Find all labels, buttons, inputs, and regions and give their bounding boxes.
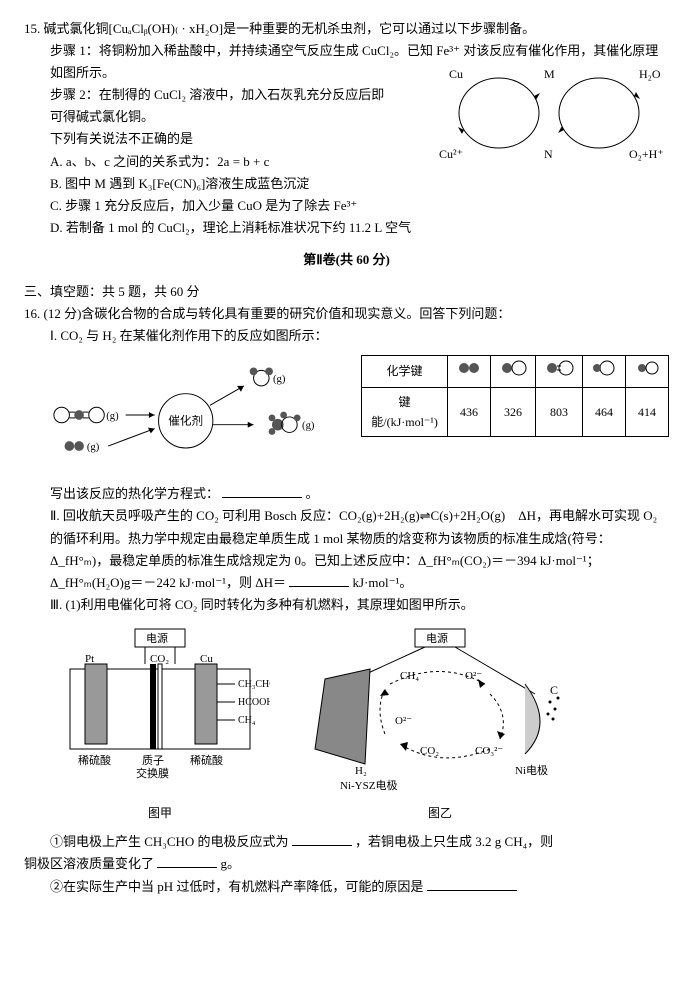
cat-label: 催化剂: [168, 414, 203, 428]
lbl-cu2: Cu²⁺: [439, 147, 463, 161]
q16-sub1b: ，若铜电极上只生成 3.2 g CH₄，则: [355, 834, 553, 849]
q15-opt-b: B. 图中 M 遇到 K₃[Fe(CN)₆]溶液生成蓝色沉淀: [24, 173, 669, 195]
jia-p1: CH₃CHO: [238, 679, 270, 690]
yi-el: Ni-YSZ电极: [340, 778, 397, 792]
question-15: 15. 碱式氯化铜[CuₐClᵦ(OH)₍ · xH₂O]是一种重要的无机杀虫剂…: [24, 18, 669, 239]
lbl-m: M: [544, 67, 555, 81]
section-3-heading: 三、填空题：共 5 题，共 60 分: [24, 281, 669, 303]
q15-intro: 碱式氯化铜[CuₐClᵦ(OH)₍ · xH₂O]是一种重要的无机杀虫剂，它可以…: [44, 21, 536, 36]
bond-energy-table: 化学键 键能/(kJ·mol⁻¹) 436: [361, 355, 669, 437]
jia-r: 稀硫酸: [190, 753, 223, 767]
jia-p3: CH₄: [238, 715, 256, 726]
q16-ii-end: kJ·mol⁻¹。: [352, 575, 412, 590]
q16-sub1a: ①铜电极上产生 CH₃CHO 的电极反应式为: [50, 834, 289, 849]
q15-line-intro: 15. 碱式氯化铜[CuₐClᵦ(OH)₍ · xH₂O]是一种重要的无机杀虫剂…: [24, 18, 669, 40]
q15-opt-c: C. 步骤 1 充分反应后，加入少量 CuO 是为了除去 Fe³⁺: [24, 195, 669, 217]
yi-c: C: [550, 683, 558, 697]
yi-ps: 电源: [426, 631, 448, 645]
bond-icon-co-single: [491, 356, 536, 387]
blank-mass-change[interactable]: [157, 854, 217, 868]
bond-v4: 414: [626, 387, 669, 437]
bond-v1: 326: [491, 387, 536, 437]
bond-icon-ch: [626, 356, 669, 387]
blank-electrode-eq[interactable]: [292, 832, 352, 846]
jia-pt: Pt: [85, 653, 94, 665]
part-ii-title: 第Ⅱ卷(共 60 分): [24, 249, 669, 271]
lbl-cu: Cu: [449, 67, 463, 81]
bond-icon-oh: [583, 356, 626, 387]
lbl-n: N: [544, 147, 553, 161]
q16-sub1c: 铜极区溶液质量变化了: [24, 856, 154, 871]
bond-v0: 436: [448, 387, 491, 437]
q16-iq-end: 。: [306, 486, 319, 501]
question-16: 16. (12 分)含碳化合物的合成与转化具有重要的研究价值和现实意义。回答下列…: [24, 303, 669, 898]
q15-number: 15.: [24, 21, 40, 36]
bond-h1: 化学键: [362, 356, 448, 387]
g4: (g): [302, 421, 315, 432]
q15-catalysis-diagram: Cu M H₂O Cu²⁺ N O₂+H⁺: [439, 58, 669, 168]
jia-l: 稀硫酸: [78, 753, 111, 767]
q16-reaction-scheme: (g) (g) 催化剂 (g) (g): [50, 355, 331, 475]
jia-m2: 交换膜: [136, 766, 169, 780]
lbl-h2o: H₂O: [639, 67, 661, 81]
jia-cu: Cu: [200, 653, 213, 665]
q16-iii-figures: 电源 Pt CO₂ Cu CH₃CHO HCOOH CH₄ 稀硫酸 质子 交换膜…: [24, 624, 669, 823]
bond-icon-hh: [448, 356, 491, 387]
q16-sub1-line2: 铜极区溶液质量变化了 g。: [24, 853, 669, 875]
q16-sub1d: g。: [221, 856, 241, 871]
fig-jia: 电源 Pt CO₂ Cu CH₃CHO HCOOH CH₄ 稀硫酸 质子 交换膜…: [50, 624, 270, 823]
q16-head-line: 16. (12 分)含碳化合物的合成与转化具有重要的研究价值和现实意义。回答下列…: [24, 303, 669, 325]
q16-part-iii: Ⅲ. (1)利用电催化可将 CO₂ 同时转化为多种有机燃料，其原理如图甲所示。: [24, 594, 669, 616]
blank-delta-h[interactable]: [289, 573, 349, 587]
q15-opt-d: D. 若制备 1 mol 的 CuCl₂，理论上消耗标准状况下约 11.2 L …: [24, 217, 669, 239]
q16-head: (12 分)含碳化合物的合成与转化具有重要的研究价值和现实意义。回答下列问题：: [44, 306, 511, 321]
yi-co32: CO₃²⁻: [475, 745, 503, 757]
bond-v3: 464: [583, 387, 626, 437]
bond-v2: 803: [536, 387, 583, 437]
q16-iq-text: 写出该反应的热化学方程式：: [50, 486, 219, 501]
g3: (g): [273, 374, 286, 385]
yi-o2m2: O²⁻: [395, 715, 412, 727]
bond-icon-co-double: [536, 356, 583, 387]
lbl-o2h: O₂+H⁺: [629, 147, 664, 161]
q16-part-i: Ⅰ. CO₂ 与 H₂ 在某催化剂作用下的反应如图所示：: [24, 325, 669, 347]
fig-yi-caption: 图乙: [300, 803, 580, 823]
g1: (g): [106, 411, 119, 422]
jia-m1: 质子: [142, 754, 164, 767]
jia-ps: 电源: [146, 631, 168, 645]
q16-sub2: ②在实际生产中当 pH 过低时，有机燃料产率降低，可能的原因是: [24, 876, 669, 898]
q16-sub2a: ②在实际生产中当 pH 过低时，有机燃料产率降低，可能的原因是: [50, 879, 423, 894]
jia-p2: HCOOH: [238, 697, 270, 708]
yi-ch4: CH₄: [400, 670, 419, 682]
q16-i-figures: (g) (g) 催化剂 (g) (g): [24, 355, 669, 475]
g2: (g): [87, 442, 100, 453]
q16-sub1: ①铜电极上产生 CH₃CHO 的电极反应式为 ，若铜电极上只生成 3.2 g C…: [24, 831, 669, 853]
blank-thermo-eq[interactable]: [222, 484, 302, 498]
fig-jia-caption: 图甲: [50, 803, 270, 823]
q16-number: 16.: [24, 306, 40, 321]
fig-yi: 电源 CH₄ O²⁻ C H₂ CO₂ CO₃²⁻ O²⁻: [300, 624, 580, 823]
blank-reason[interactable]: [427, 877, 517, 891]
yi-h2: H₂: [355, 765, 367, 777]
q16-part-ii: Ⅱ. 回收航天员呼吸产生的 CO₂ 可利用 Bosch 反应：CO₂(g)+2H…: [24, 505, 669, 593]
bond-h2: 键能/(kJ·mol⁻¹): [362, 387, 448, 437]
yi-er: Ni电极: [515, 763, 548, 777]
q16-i-question: 写出该反应的热化学方程式： 。: [24, 483, 669, 505]
yi-co2: CO₂: [420, 745, 439, 757]
jia-co2: CO₂: [150, 653, 169, 665]
